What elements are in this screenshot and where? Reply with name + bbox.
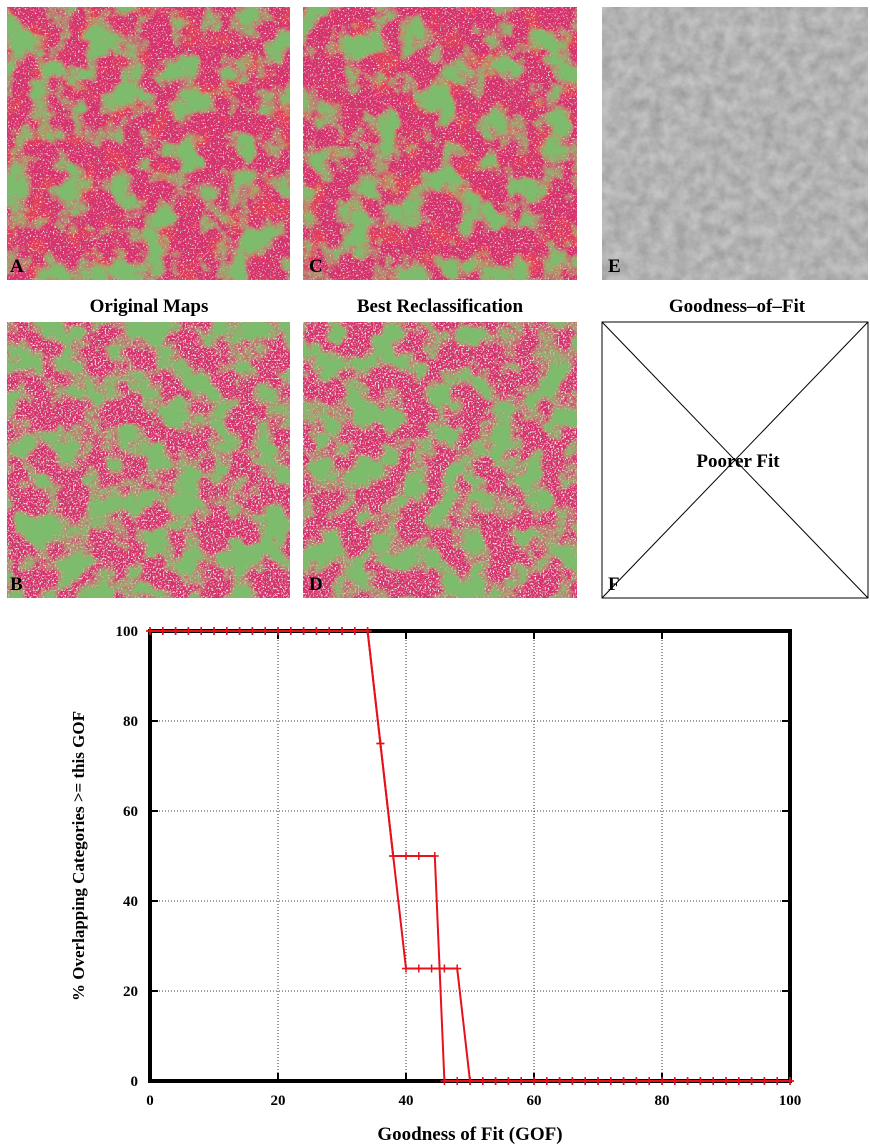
point-marker xyxy=(440,1077,449,1085)
point-marker xyxy=(414,964,423,973)
panel-label: C xyxy=(309,256,323,277)
x-tick-label: 80 xyxy=(655,1093,670,1109)
point-marker xyxy=(619,1077,628,1085)
point-marker xyxy=(248,627,257,635)
y-tick-label: 40 xyxy=(123,894,138,910)
point-marker xyxy=(261,627,270,635)
y-tick-label: 20 xyxy=(123,984,138,1000)
point-marker xyxy=(555,1077,564,1085)
y-tick-label: 60 xyxy=(123,804,138,820)
point-marker xyxy=(389,852,398,860)
cross-line xyxy=(601,321,869,599)
point-marker xyxy=(670,1077,679,1085)
point-marker xyxy=(430,852,439,860)
point-marker xyxy=(402,964,410,973)
series-line xyxy=(150,630,790,1082)
point-marker xyxy=(158,627,167,635)
point-marker xyxy=(402,852,410,860)
point-marker xyxy=(760,1077,769,1085)
point-marker xyxy=(453,964,462,973)
point-marker xyxy=(235,627,244,635)
point-marker xyxy=(606,1077,615,1085)
point-marker xyxy=(274,627,282,635)
point-marker xyxy=(299,627,308,635)
panel-label: D xyxy=(309,574,323,595)
point-marker xyxy=(325,627,334,635)
y-axis-label: % Overlapping Categories >= this GOF xyxy=(69,711,88,1001)
series-line xyxy=(150,630,790,1082)
point-marker xyxy=(747,1077,756,1085)
point-marker xyxy=(645,1077,654,1085)
point-marker xyxy=(363,627,372,635)
panel-label: F xyxy=(608,574,620,595)
x-tick-label: 20 xyxy=(271,1093,286,1109)
maps: A B C D E F Original Maps Best Reclassif… xyxy=(6,6,869,599)
point-marker xyxy=(709,1077,718,1085)
point-marker xyxy=(696,1077,705,1085)
y-tick-label: 0 xyxy=(131,1074,139,1090)
x-tick-label: 0 xyxy=(146,1093,154,1109)
point-marker xyxy=(542,1077,551,1085)
point-marker xyxy=(683,1077,692,1085)
chart: 0 20 40 60 80 100 0 20 40 60 80 100 Goodness of Fit … xyxy=(69,624,801,1144)
point-marker xyxy=(376,739,385,748)
point-marker xyxy=(530,1077,538,1085)
point-marker xyxy=(722,1077,730,1085)
x-tick-label: 40 xyxy=(399,1093,414,1109)
point-marker xyxy=(504,1077,513,1085)
panel-text: Poorer Fit xyxy=(696,451,780,472)
point-marker xyxy=(773,1077,782,1085)
point-marker xyxy=(414,852,423,860)
point-marker xyxy=(734,1077,743,1085)
point-marker xyxy=(517,1077,526,1085)
x-tick-label: 100 xyxy=(779,1093,802,1109)
point-marker xyxy=(478,1077,487,1085)
point-marker xyxy=(338,627,346,635)
point-marker xyxy=(632,1077,641,1085)
panel-label: E xyxy=(608,256,621,277)
point-marker xyxy=(568,1077,577,1085)
point-marker xyxy=(184,627,193,635)
map-image xyxy=(6,321,291,599)
map-image xyxy=(6,6,291,281)
point-marker xyxy=(440,964,449,973)
point-marker xyxy=(146,627,154,635)
map-image xyxy=(601,6,869,281)
point-marker xyxy=(210,627,218,635)
point-marker xyxy=(197,627,206,635)
point-marker xyxy=(453,1077,462,1085)
x-axis-label: Goodness of Fit (GOF) xyxy=(377,1124,562,1144)
map-image xyxy=(302,6,578,281)
point-marker xyxy=(491,1077,500,1085)
y-tick-label: 80 xyxy=(123,714,138,730)
point-marker xyxy=(350,627,359,635)
column-title: Goodness–of–Fit xyxy=(669,296,806,317)
panel-label: B xyxy=(10,574,23,595)
point-marker xyxy=(658,1077,666,1085)
point-marker xyxy=(222,627,231,635)
point-marker xyxy=(427,964,436,973)
point-marker xyxy=(312,627,321,635)
point-marker xyxy=(171,627,180,635)
point-marker xyxy=(581,1077,590,1085)
point-marker xyxy=(594,1077,602,1085)
panel-label: A xyxy=(10,256,24,277)
column-title: Original Maps xyxy=(90,296,209,317)
point-marker xyxy=(466,1077,474,1085)
plot-frame xyxy=(148,629,792,1083)
column-title: Best Reclassification xyxy=(357,296,524,317)
map-image xyxy=(302,321,578,599)
y-tick-label: 100 xyxy=(116,624,139,640)
x-tick-label: 60 xyxy=(527,1093,542,1109)
point-marker xyxy=(286,627,295,635)
point-marker xyxy=(786,1077,794,1085)
